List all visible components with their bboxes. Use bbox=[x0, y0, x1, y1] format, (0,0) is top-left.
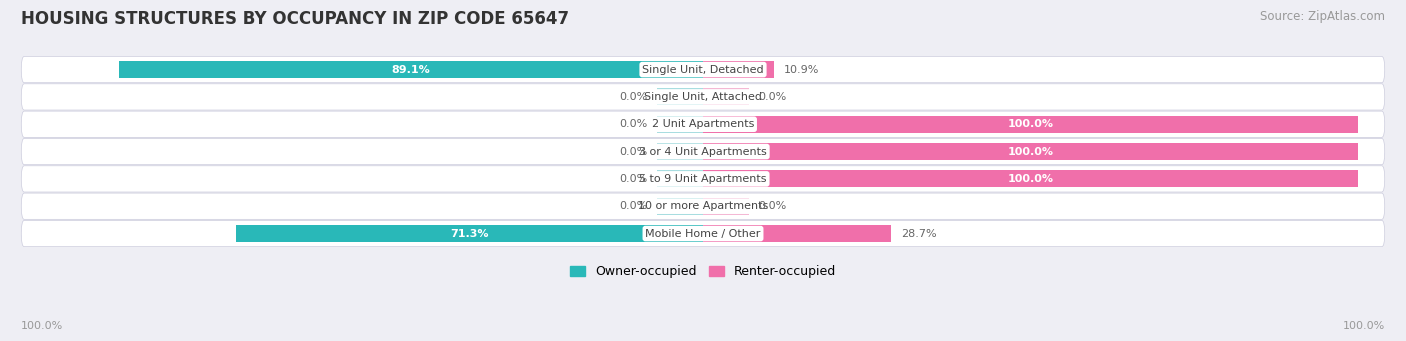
Text: 100.0%: 100.0% bbox=[1008, 119, 1053, 129]
FancyBboxPatch shape bbox=[21, 166, 1385, 192]
Text: 0.0%: 0.0% bbox=[619, 119, 647, 129]
Text: 100.0%: 100.0% bbox=[1343, 321, 1385, 331]
Bar bbox=[703, 61, 775, 78]
Text: 71.3%: 71.3% bbox=[450, 228, 489, 239]
FancyBboxPatch shape bbox=[21, 111, 1385, 137]
FancyBboxPatch shape bbox=[21, 138, 1385, 165]
Text: HOUSING STRUCTURES BY OCCUPANCY IN ZIP CODE 65647: HOUSING STRUCTURES BY OCCUPANCY IN ZIP C… bbox=[21, 10, 569, 28]
Text: 3 or 4 Unit Apartments: 3 or 4 Unit Apartments bbox=[640, 147, 766, 157]
Bar bbox=[657, 116, 703, 133]
Text: 0.0%: 0.0% bbox=[619, 92, 647, 102]
Text: 89.1%: 89.1% bbox=[392, 64, 430, 75]
Bar bbox=[657, 143, 703, 160]
Text: 0.0%: 0.0% bbox=[619, 174, 647, 184]
Bar bbox=[657, 170, 703, 187]
Text: Single Unit, Detached: Single Unit, Detached bbox=[643, 64, 763, 75]
Text: 0.0%: 0.0% bbox=[759, 201, 787, 211]
Text: 10.9%: 10.9% bbox=[785, 64, 820, 75]
Text: 100.0%: 100.0% bbox=[21, 321, 63, 331]
Bar bbox=[703, 143, 1358, 160]
FancyBboxPatch shape bbox=[21, 220, 1385, 247]
FancyBboxPatch shape bbox=[21, 84, 1385, 110]
Bar bbox=[703, 170, 1358, 187]
Bar bbox=[703, 225, 891, 242]
Bar bbox=[703, 88, 749, 105]
Text: Single Unit, Attached: Single Unit, Attached bbox=[644, 92, 762, 102]
Text: 28.7%: 28.7% bbox=[901, 228, 936, 239]
Text: Mobile Home / Other: Mobile Home / Other bbox=[645, 228, 761, 239]
Bar bbox=[703, 198, 749, 215]
Legend: Owner-occupied, Renter-occupied: Owner-occupied, Renter-occupied bbox=[565, 260, 841, 283]
Bar bbox=[120, 61, 703, 78]
Text: 2 Unit Apartments: 2 Unit Apartments bbox=[652, 119, 754, 129]
Bar bbox=[703, 116, 1358, 133]
Text: 100.0%: 100.0% bbox=[1008, 147, 1053, 157]
Text: 100.0%: 100.0% bbox=[1008, 174, 1053, 184]
FancyBboxPatch shape bbox=[21, 57, 1385, 83]
Text: Source: ZipAtlas.com: Source: ZipAtlas.com bbox=[1260, 10, 1385, 23]
FancyBboxPatch shape bbox=[21, 193, 1385, 219]
Text: 0.0%: 0.0% bbox=[619, 201, 647, 211]
Bar bbox=[236, 225, 703, 242]
Text: 0.0%: 0.0% bbox=[619, 147, 647, 157]
Bar bbox=[657, 88, 703, 105]
Text: 10 or more Apartments: 10 or more Apartments bbox=[638, 201, 768, 211]
Bar bbox=[657, 198, 703, 215]
Text: 5 to 9 Unit Apartments: 5 to 9 Unit Apartments bbox=[640, 174, 766, 184]
Text: 0.0%: 0.0% bbox=[759, 92, 787, 102]
